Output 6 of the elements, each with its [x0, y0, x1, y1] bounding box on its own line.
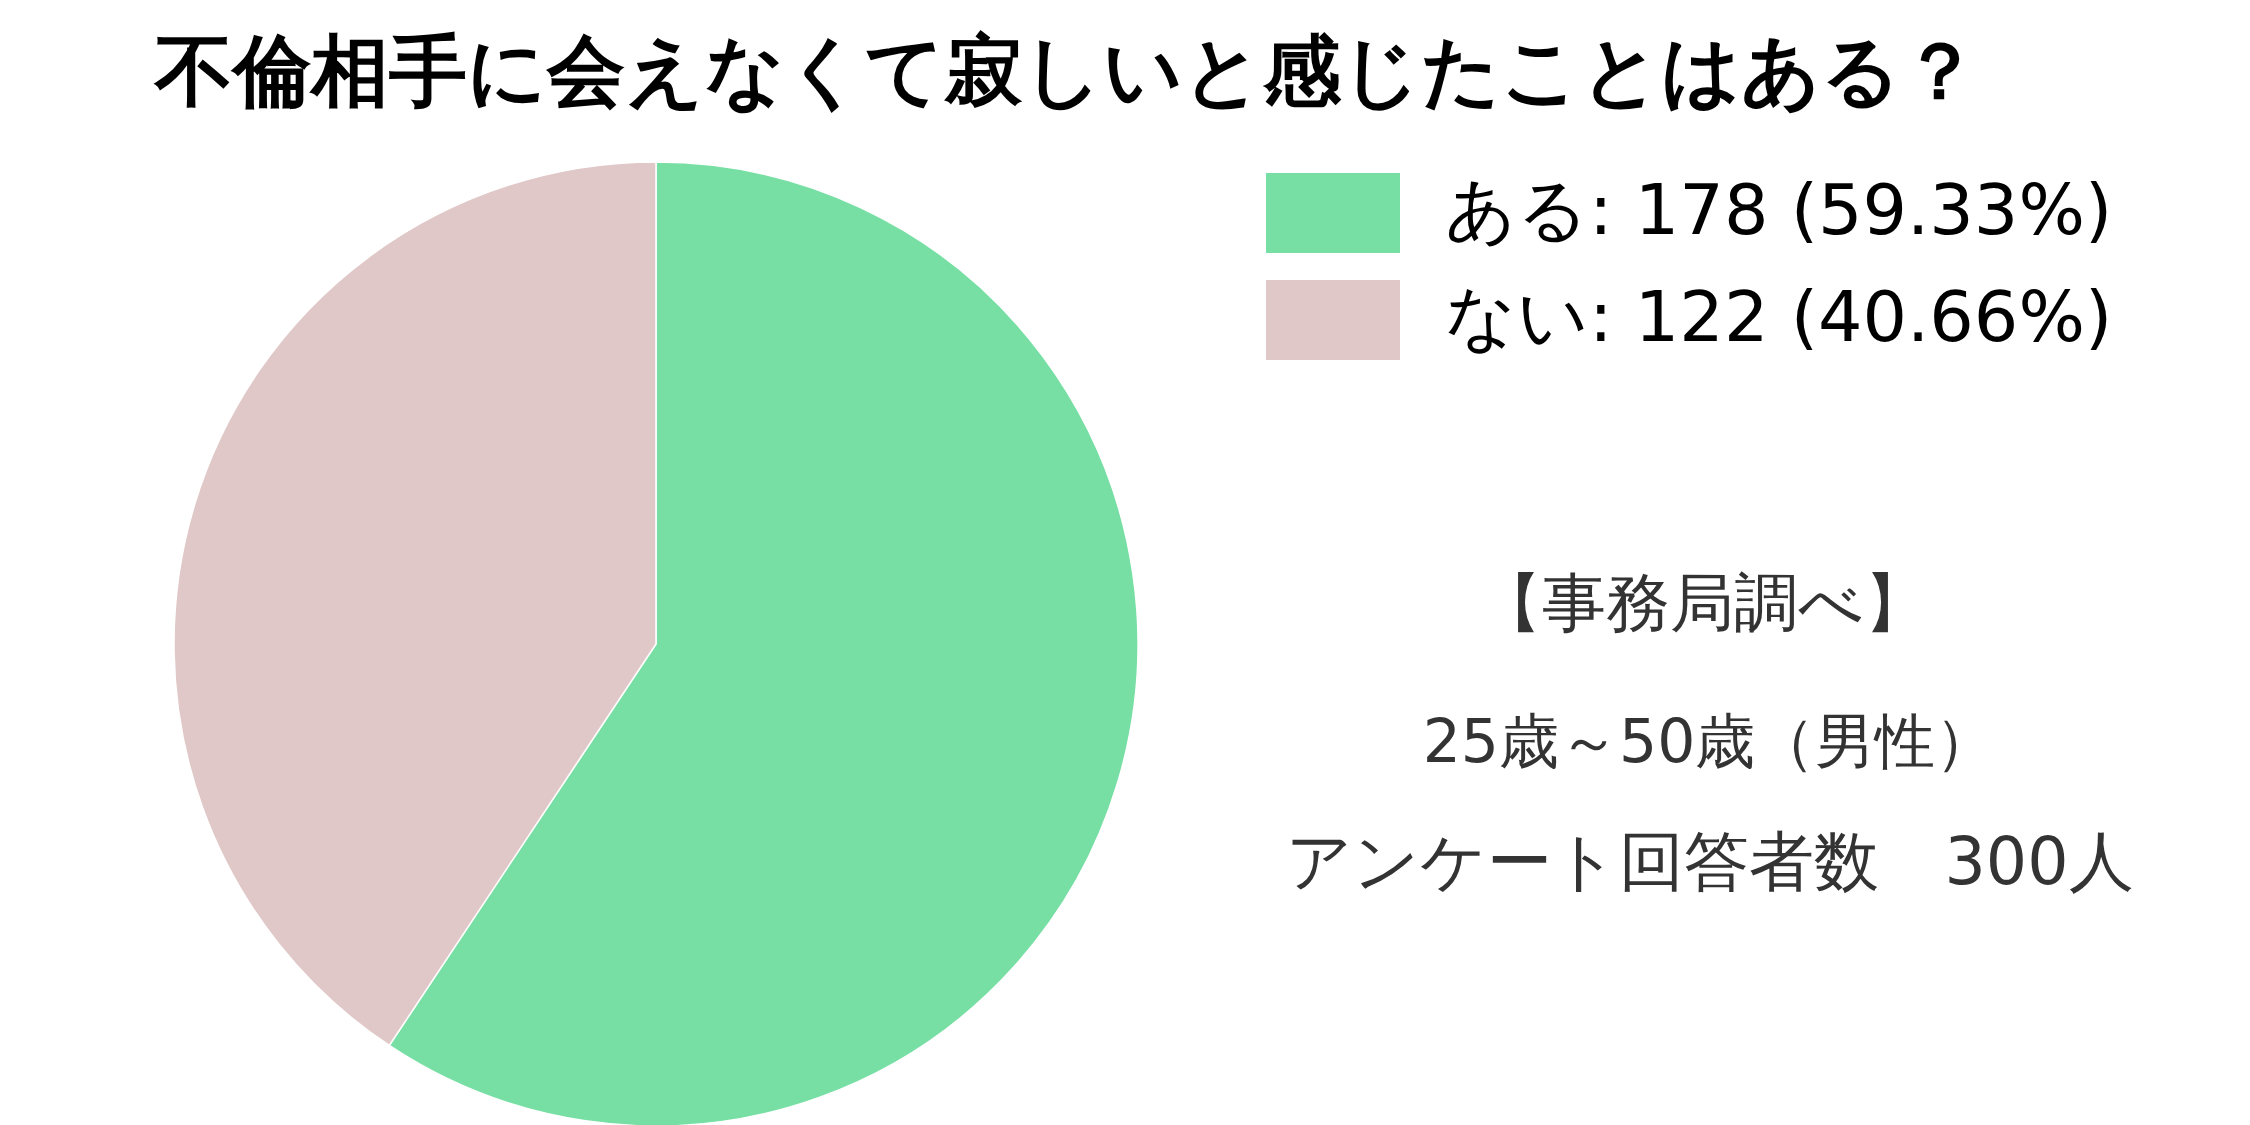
text: 25歳～50歳（男性） [1422, 706, 1996, 776]
text: 【事務局調べ】 [1478, 566, 1928, 640]
legend-label: ある: 178 (59.33%) [1445, 169, 2113, 251]
legend-label: ない: 122 (40.66%) [1445, 276, 2113, 358]
chart-title: 不倫相手に会えなくて寂しいと感じたことはある？ [153, 26, 1979, 116]
text: アンケート回答者数 300人 [1286, 824, 2134, 899]
